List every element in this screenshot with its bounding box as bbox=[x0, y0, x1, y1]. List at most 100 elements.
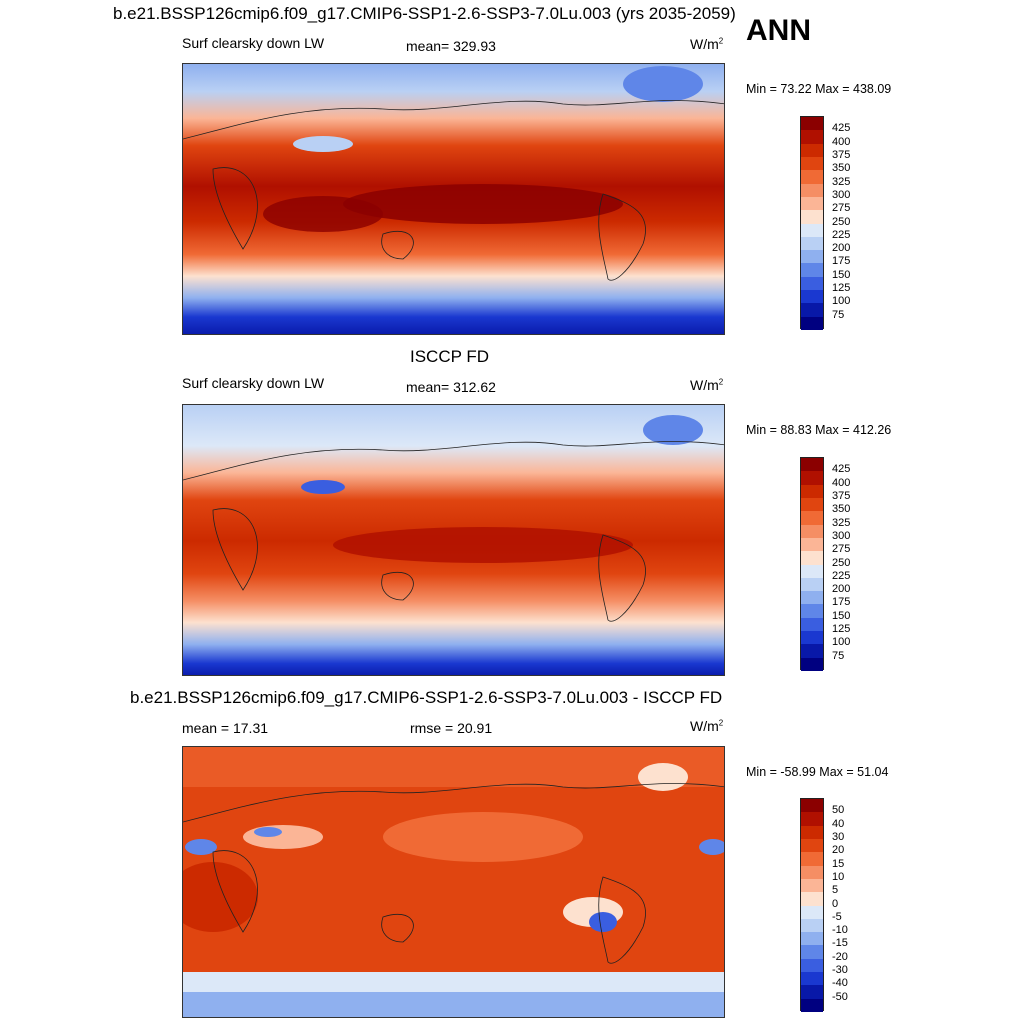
colorbar-swatch bbox=[801, 865, 823, 879]
colorbar-tick-label: 75 bbox=[832, 308, 845, 321]
colorbar-tick-label: -50 bbox=[832, 990, 848, 1003]
colorbar-swatch bbox=[801, 117, 823, 131]
colorbar-swatch bbox=[801, 799, 823, 813]
colorbar-swatch bbox=[801, 497, 823, 512]
colorbar-tick-label: 40 bbox=[832, 817, 845, 830]
colorbar-swatch bbox=[801, 223, 823, 237]
colorbar-swatch bbox=[801, 838, 823, 853]
colorbar-swatch bbox=[801, 631, 823, 645]
colorbar-swatch bbox=[801, 564, 823, 578]
colorbar-tick-label: 200 bbox=[832, 242, 851, 255]
colorbar-tick-label: 50 bbox=[832, 804, 845, 817]
colorbar-tick-label: 375 bbox=[832, 148, 851, 161]
panel3-map-svg bbox=[183, 747, 724, 1017]
colorbar-tick-label: 250 bbox=[832, 215, 851, 228]
colorbar-tick-label: -30 bbox=[832, 964, 848, 977]
panel2-mean-label: mean= 312.62 bbox=[406, 379, 496, 395]
panel3-units: W/m2 bbox=[690, 718, 724, 734]
colorbar-tick-label: 275 bbox=[832, 543, 851, 556]
colorbar-tick-label: -15 bbox=[832, 937, 848, 950]
panel2-colorbar bbox=[800, 457, 824, 671]
colorbar-tick-label: 350 bbox=[832, 162, 851, 175]
colorbar-swatch bbox=[801, 577, 823, 592]
panel3-colorbar bbox=[800, 798, 824, 1012]
panel3-map bbox=[182, 746, 725, 1018]
colorbar-tick-label: 400 bbox=[832, 135, 851, 148]
panel2-map bbox=[182, 404, 725, 676]
colorbar-swatch bbox=[801, 905, 823, 919]
colorbar-swatch bbox=[801, 511, 823, 525]
colorbar-tick-label: 100 bbox=[832, 295, 851, 308]
colorbar-tick-label: -40 bbox=[832, 977, 848, 990]
panel1-colorbar bbox=[800, 116, 824, 330]
colorbar-tick-label: 75 bbox=[832, 649, 845, 662]
panel3-mean-label: mean = 17.31 bbox=[182, 720, 269, 736]
colorbar-tick-label: -20 bbox=[832, 950, 848, 963]
colorbar-swatch bbox=[801, 812, 823, 826]
colorbar-swatch bbox=[801, 998, 823, 1012]
colorbar-tick-label: 150 bbox=[832, 609, 851, 622]
annual-tag: ANN bbox=[746, 14, 811, 47]
colorbar-tick-label: 250 bbox=[832, 556, 851, 569]
colorbar-swatch bbox=[801, 276, 823, 291]
colorbar-tick-label: 300 bbox=[832, 188, 851, 201]
colorbar-swatch bbox=[801, 958, 823, 973]
colorbar-swatch bbox=[801, 878, 823, 893]
colorbar-tick-label: 300 bbox=[832, 529, 851, 542]
colorbar-swatch bbox=[801, 316, 823, 330]
colorbar-tick-label: 10 bbox=[832, 870, 845, 883]
colorbar-swatch bbox=[801, 236, 823, 251]
colorbar-swatch bbox=[801, 617, 823, 632]
panel2-variable-label: Surf clearsky down LW bbox=[182, 375, 325, 391]
colorbar-swatch bbox=[801, 130, 823, 144]
panel1-units: W/m2 bbox=[690, 36, 724, 52]
colorbar-swatch bbox=[801, 591, 823, 605]
colorbar-swatch bbox=[801, 250, 823, 264]
colorbar-swatch bbox=[801, 932, 823, 946]
colorbar-tick-label: 15 bbox=[832, 857, 845, 870]
colorbar-swatch bbox=[801, 471, 823, 485]
colorbar-tick-label: 400 bbox=[832, 476, 851, 489]
colorbar-swatch bbox=[801, 852, 823, 866]
colorbar-swatch bbox=[801, 183, 823, 197]
colorbar-tick-label: 225 bbox=[832, 569, 851, 582]
panel2-map-svg bbox=[183, 405, 724, 675]
panel3-minmax: Min = -58.99 Max = 51.04 bbox=[746, 765, 889, 779]
panel2-title: ISCCP FD bbox=[410, 347, 490, 366]
panel3-title: b.e21.BSSP126cmip6.f09_g17.CMIP6-SSP1-2.… bbox=[130, 688, 723, 707]
colorbar-tick-label: 150 bbox=[832, 268, 851, 281]
panel1-variable-label: Surf clearsky down LW bbox=[182, 35, 325, 51]
colorbar-tick-label: 325 bbox=[832, 175, 851, 188]
colorbar-swatch bbox=[801, 303, 823, 317]
colorbar-tick-label: 325 bbox=[832, 516, 851, 529]
colorbar-tick-label: 100 bbox=[832, 636, 851, 649]
colorbar-tick-label: 5 bbox=[832, 884, 839, 897]
colorbar-swatch bbox=[801, 604, 823, 618]
colorbar-swatch bbox=[801, 657, 823, 671]
colorbar-swatch bbox=[801, 196, 823, 211]
colorbar-tick-label: 200 bbox=[832, 583, 851, 596]
colorbar-tick-label: 175 bbox=[832, 255, 851, 268]
colorbar-swatch bbox=[801, 458, 823, 472]
colorbar-swatch bbox=[801, 524, 823, 538]
colorbar-tick-label: 125 bbox=[832, 623, 851, 636]
colorbar-swatch bbox=[801, 918, 823, 933]
colorbar-swatch bbox=[801, 484, 823, 498]
panel3-rmse-label: rmse = 20.91 bbox=[410, 720, 493, 736]
colorbar-swatch bbox=[801, 210, 823, 224]
colorbar-swatch bbox=[801, 263, 823, 277]
colorbar-tick-label: -5 bbox=[832, 910, 842, 923]
colorbar-swatch bbox=[801, 143, 823, 157]
colorbar-swatch bbox=[801, 156, 823, 171]
colorbar-swatch bbox=[801, 551, 823, 565]
panel1-mean-label: mean= 329.93 bbox=[406, 38, 496, 54]
colorbar-swatch bbox=[801, 825, 823, 839]
colorbar-tick-label: 225 bbox=[832, 228, 851, 241]
colorbar-swatch bbox=[801, 972, 823, 986]
panel2-units: W/m2 bbox=[690, 377, 724, 393]
colorbar-tick-label: 425 bbox=[832, 122, 851, 135]
colorbar-swatch bbox=[801, 985, 823, 999]
panel1-map-svg bbox=[183, 64, 724, 334]
colorbar-swatch bbox=[801, 644, 823, 658]
colorbar-tick-label: 30 bbox=[832, 830, 845, 843]
